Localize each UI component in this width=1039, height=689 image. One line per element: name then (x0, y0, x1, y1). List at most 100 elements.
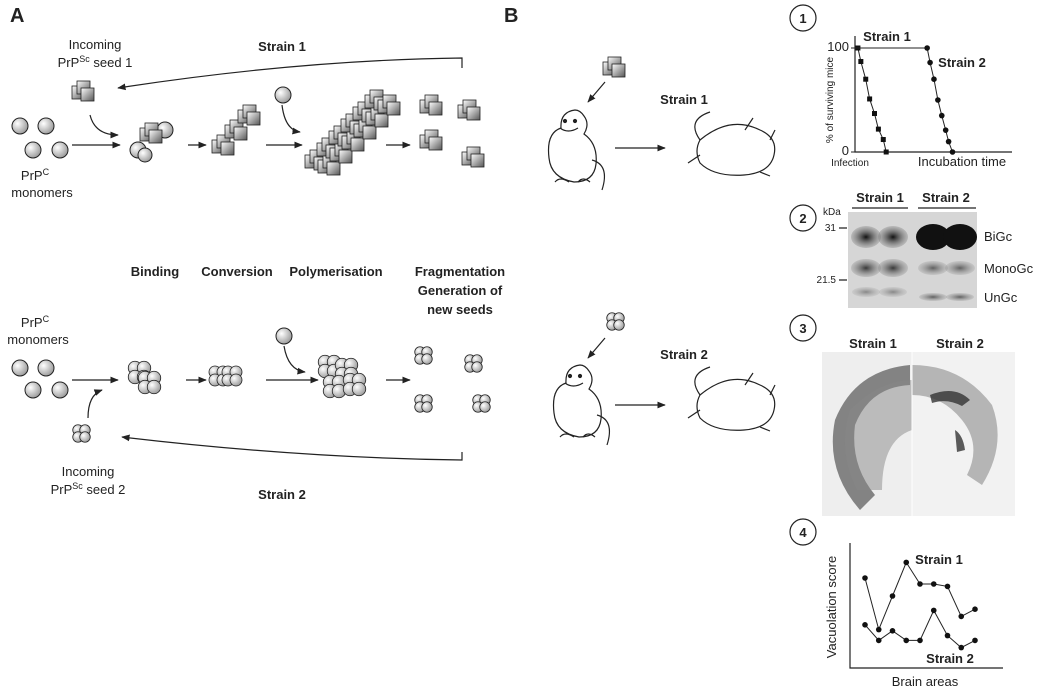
incoming-label: Incoming (62, 464, 115, 479)
point (972, 638, 978, 644)
point (917, 581, 923, 587)
seed-unit (80, 432, 91, 443)
axes (855, 36, 1012, 152)
seed-square (363, 126, 376, 139)
point (958, 645, 964, 651)
step-label: Binding (131, 264, 179, 279)
point (924, 45, 930, 51)
series-label: Strain 2 (926, 651, 974, 666)
monomer-label: monomers (7, 332, 69, 347)
seed-unit (472, 362, 483, 373)
lane-label: Strain 2 (922, 190, 970, 205)
point (946, 139, 952, 145)
seed-unit (352, 382, 366, 396)
seed-unit (480, 402, 491, 413)
point (872, 111, 877, 116)
monomer (275, 87, 291, 103)
monomer (12, 118, 28, 134)
point (881, 137, 886, 142)
seed-unit (147, 380, 161, 394)
point (931, 581, 937, 587)
point (884, 150, 889, 155)
seed-square (234, 127, 247, 140)
monomer (52, 142, 68, 158)
monomer (38, 360, 54, 376)
strain-label: Strain 1 (660, 92, 708, 107)
point (890, 628, 896, 634)
point (945, 633, 951, 639)
point (876, 638, 882, 644)
monomer (276, 328, 292, 344)
band-label: UnGc (984, 290, 1018, 305)
point (950, 149, 956, 155)
step-label: Polymerisation (289, 264, 382, 279)
monomer (25, 382, 41, 398)
point (935, 97, 941, 103)
point (858, 59, 863, 64)
seed-unit (422, 402, 433, 413)
monomer-label: PrPC (21, 314, 50, 330)
point (917, 638, 923, 644)
y-axis-label: Vacuolation score (824, 556, 839, 658)
seed-square (387, 102, 400, 115)
panel-number: 2 (799, 211, 806, 226)
point (927, 60, 933, 66)
seed-unit (230, 374, 242, 386)
strain-label: Strain 2 (660, 347, 708, 362)
seed-square (149, 130, 162, 143)
panel-number: 1 (799, 11, 806, 26)
lane-label: Strain 1 (856, 190, 904, 205)
x-axis-label: Incubation time (918, 154, 1006, 169)
seed-unit (422, 354, 433, 365)
monomer-label: monomers (11, 185, 73, 200)
series-label: Strain 1 (863, 29, 911, 44)
step-label: Generation of (418, 283, 503, 298)
point (862, 575, 868, 581)
seed-square (467, 107, 480, 120)
arrows (72, 58, 462, 460)
strain-label: Strain 2 (258, 487, 306, 502)
point (876, 627, 882, 633)
y-tick-label: 0 (842, 143, 849, 158)
seed-square (471, 154, 484, 167)
step-label: Conversion (201, 264, 273, 279)
y-axis-label: % of surviving mice (825, 56, 836, 143)
point (862, 622, 868, 628)
monomer (25, 142, 41, 158)
point (903, 560, 909, 566)
point (972, 606, 978, 612)
strain-label: Strain 1 (258, 39, 306, 54)
band-label: MonoGc (984, 261, 1034, 276)
figure: A Incoming PrPSc seed 1 Strain 1 PrPC mo… (0, 0, 1039, 689)
marker-ticks (839, 228, 847, 280)
panel-label: B (504, 5, 518, 27)
step-label: new seeds (427, 302, 493, 317)
series-label: Strain 2 (938, 55, 986, 70)
monomer (12, 360, 28, 376)
seed-square (351, 138, 364, 151)
incoming-label: Incoming (69, 37, 122, 52)
point (931, 608, 937, 614)
seed-square (247, 112, 260, 125)
panel-label: A (10, 5, 24, 27)
monomer (52, 382, 68, 398)
monomer-label: PrPC (21, 167, 50, 183)
step-label: Fragmentation (415, 264, 505, 279)
mouse-illustrations (549, 82, 776, 445)
point (943, 127, 949, 133)
y-tick-label: 100 (827, 39, 849, 54)
point (903, 638, 909, 644)
seed-square (375, 114, 388, 127)
point (890, 593, 896, 599)
image-label: Strain 2 (936, 336, 984, 351)
profile-line (865, 562, 975, 629)
point (931, 76, 937, 82)
brain-sections (822, 352, 1015, 516)
x-start-label: Infection (831, 158, 869, 169)
monomer (38, 118, 54, 134)
page: A Incoming PrPSc seed 1 Strain 1 PrPC mo… (0, 0, 1039, 689)
marker-label: 21.5 (817, 275, 837, 286)
seed-square (429, 137, 442, 150)
series-label: Strain 1 (915, 552, 963, 567)
seed-square (327, 162, 340, 175)
